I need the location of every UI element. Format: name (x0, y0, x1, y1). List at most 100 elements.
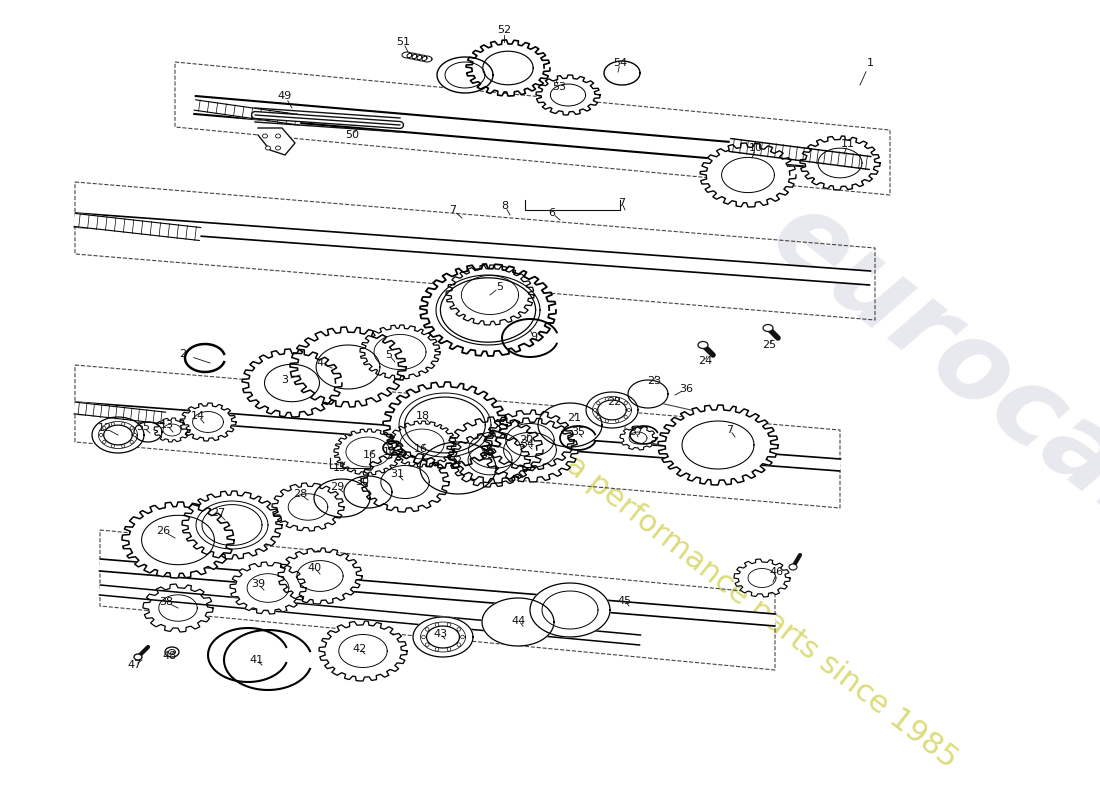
Text: 12: 12 (98, 423, 112, 433)
Text: 49: 49 (278, 91, 293, 101)
Ellipse shape (763, 325, 773, 331)
Text: 7: 7 (450, 205, 456, 215)
Polygon shape (530, 583, 610, 637)
Ellipse shape (165, 647, 179, 657)
Text: 21: 21 (566, 413, 581, 423)
Text: 4: 4 (317, 358, 323, 368)
Circle shape (448, 623, 451, 626)
Polygon shape (412, 617, 473, 657)
Polygon shape (361, 452, 449, 512)
Polygon shape (450, 433, 530, 487)
Ellipse shape (265, 146, 271, 150)
Text: 13: 13 (160, 420, 174, 430)
Circle shape (448, 647, 451, 651)
Text: 1: 1 (867, 58, 873, 68)
Text: 26: 26 (156, 526, 170, 536)
Text: 14: 14 (191, 411, 205, 421)
Text: 34: 34 (520, 439, 535, 449)
Circle shape (436, 623, 439, 626)
Text: 11: 11 (842, 139, 855, 149)
Text: 2: 2 (179, 349, 187, 359)
Text: 24: 24 (697, 356, 712, 366)
Polygon shape (407, 53, 417, 59)
Polygon shape (290, 327, 406, 407)
Polygon shape (399, 393, 491, 457)
Circle shape (122, 422, 124, 426)
Text: 41: 41 (249, 655, 263, 665)
Polygon shape (75, 402, 840, 471)
Polygon shape (658, 405, 778, 485)
Circle shape (436, 647, 439, 651)
Ellipse shape (263, 134, 267, 138)
Text: 5: 5 (385, 350, 393, 360)
Polygon shape (402, 52, 412, 58)
Polygon shape (437, 57, 493, 93)
Polygon shape (230, 562, 306, 614)
Polygon shape (620, 426, 656, 450)
Ellipse shape (134, 654, 142, 660)
Polygon shape (180, 403, 236, 441)
Circle shape (596, 415, 600, 418)
Polygon shape (436, 275, 540, 345)
Text: eurocarparts: eurocarparts (750, 180, 1100, 750)
Polygon shape (92, 417, 144, 453)
Text: 55: 55 (136, 422, 150, 432)
Circle shape (426, 627, 429, 631)
Polygon shape (182, 491, 282, 559)
Text: 37: 37 (629, 427, 644, 437)
Text: 3: 3 (282, 375, 288, 385)
Circle shape (456, 643, 461, 646)
Polygon shape (417, 55, 427, 61)
Text: 5: 5 (496, 282, 504, 292)
Polygon shape (195, 100, 300, 125)
Circle shape (130, 440, 133, 443)
Text: 25: 25 (762, 340, 777, 350)
Text: 40: 40 (308, 563, 322, 573)
Text: 38: 38 (158, 597, 173, 607)
Polygon shape (412, 54, 422, 60)
Circle shape (616, 398, 619, 401)
Text: 16: 16 (363, 450, 377, 460)
Text: 28: 28 (293, 489, 307, 499)
Polygon shape (800, 136, 880, 190)
Text: 8: 8 (502, 201, 508, 211)
Text: 7: 7 (726, 425, 734, 435)
Polygon shape (542, 591, 598, 629)
Circle shape (102, 426, 106, 430)
Text: 16: 16 (414, 444, 428, 454)
Ellipse shape (275, 146, 280, 150)
Polygon shape (272, 483, 344, 531)
Polygon shape (319, 621, 407, 681)
Polygon shape (446, 265, 534, 325)
Text: 32: 32 (448, 456, 462, 466)
Polygon shape (446, 62, 485, 88)
Text: 39: 39 (251, 579, 265, 589)
Circle shape (624, 402, 627, 405)
Circle shape (456, 627, 461, 631)
Circle shape (605, 398, 608, 401)
Circle shape (426, 643, 429, 646)
Polygon shape (75, 214, 200, 241)
Text: 44: 44 (512, 616, 526, 626)
Text: 19: 19 (481, 448, 495, 458)
Text: 18: 18 (416, 411, 430, 421)
Text: 22: 22 (607, 397, 621, 407)
Polygon shape (482, 418, 578, 482)
Polygon shape (447, 417, 543, 483)
Polygon shape (195, 96, 871, 172)
Polygon shape (154, 418, 190, 442)
Polygon shape (586, 392, 638, 428)
Text: 20: 20 (519, 435, 534, 445)
Text: 53: 53 (552, 82, 567, 92)
Polygon shape (75, 402, 166, 424)
Polygon shape (420, 264, 556, 356)
Circle shape (616, 419, 619, 422)
Polygon shape (388, 421, 456, 467)
Text: 7: 7 (618, 198, 626, 208)
Text: 30: 30 (355, 477, 368, 487)
Polygon shape (628, 380, 668, 408)
Polygon shape (700, 143, 796, 207)
Text: 43: 43 (433, 629, 448, 639)
Ellipse shape (698, 342, 708, 349)
Text: 15: 15 (333, 463, 346, 473)
